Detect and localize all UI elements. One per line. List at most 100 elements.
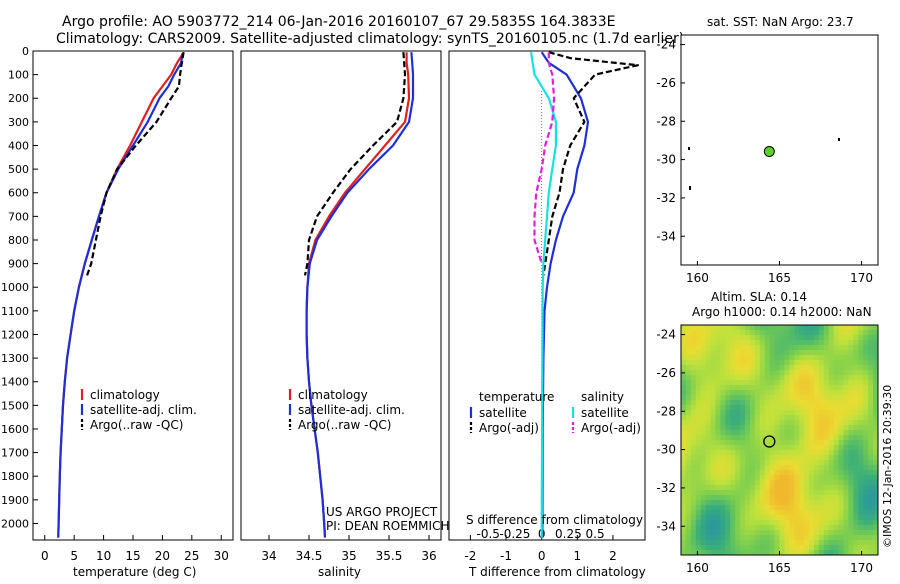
- sla-cell: [705, 335, 711, 341]
- sla-cell: [868, 345, 874, 351]
- sla-cell: [695, 380, 702, 386]
- sla-cell: [804, 490, 810, 496]
- sla-cell: [804, 470, 810, 476]
- sla-cell: [779, 420, 785, 426]
- sla-cell: [794, 345, 800, 351]
- sla-cell: [784, 410, 790, 416]
- sla-cell: [749, 510, 756, 516]
- sla-cell: [868, 510, 874, 516]
- sla-cell: [779, 345, 785, 351]
- sla-cell: [705, 435, 711, 441]
- sla-cell: [769, 420, 775, 426]
- sla-cell: [695, 385, 702, 391]
- sla-cell: [784, 545, 790, 551]
- sla-cell: [759, 430, 766, 436]
- sla-cell: [858, 505, 864, 511]
- sla-cell: [804, 340, 810, 346]
- sla-cell: [695, 515, 702, 521]
- sla-cell: [700, 500, 707, 506]
- sla-cell: [681, 425, 687, 431]
- sla-cell: [843, 500, 849, 506]
- sla-cell: [730, 485, 736, 491]
- sla-cell: [710, 530, 716, 536]
- sla-cell: [828, 405, 835, 411]
- sla-cell: [848, 480, 854, 486]
- sla-cell: [740, 370, 746, 376]
- depth-tick-label: 800: [8, 234, 29, 247]
- sla-cell: [818, 340, 825, 346]
- sla-cell: [745, 525, 751, 531]
- sla-cell: [794, 435, 800, 441]
- sla-cell: [745, 405, 751, 411]
- sla-cell: [715, 500, 721, 506]
- sla-cell: [735, 425, 741, 431]
- sla-cell: [809, 495, 815, 501]
- sla-cell: [715, 535, 721, 541]
- sla-cell: [769, 375, 775, 381]
- sla-cell: [715, 350, 721, 356]
- sla-cell: [710, 350, 716, 356]
- sla-cell: [735, 410, 741, 416]
- sla-cell: [863, 355, 869, 361]
- sla-cell: [873, 510, 879, 516]
- sla-cell: [779, 455, 785, 461]
- sla-cell: [873, 335, 879, 341]
- sla-cell: [749, 520, 756, 526]
- sst-map-panel: sat. SST: NaN Argo: 23.7 160 165 170-24-26…: [656, 15, 879, 285]
- sla-cell: [804, 440, 810, 446]
- sla-cell: [764, 445, 771, 451]
- sla-cell: [828, 505, 835, 511]
- sla-cell: [838, 345, 844, 351]
- sla-cell: [715, 390, 721, 396]
- sla-cell: [769, 525, 775, 531]
- sla-cell: [754, 420, 761, 426]
- sla-cell: [754, 505, 761, 511]
- s-difference-label: S difference from climatology: [466, 513, 643, 527]
- sla-cell: [754, 425, 761, 431]
- sla-cell: [789, 410, 795, 416]
- sla-cell: [833, 505, 839, 511]
- sla-cell: [749, 435, 756, 441]
- sla-cell: [715, 470, 721, 476]
- sla-cell: [784, 495, 790, 501]
- sla-cell: [799, 325, 805, 331]
- series-line: [303, 52, 407, 276]
- sla-cell: [863, 515, 869, 521]
- sla-cell: [759, 340, 766, 346]
- sla-cell: [695, 400, 702, 406]
- sla-cell: [848, 380, 854, 386]
- sla-cell: [809, 505, 815, 511]
- sla-cell: [705, 415, 711, 421]
- sla-cell: [848, 365, 854, 371]
- sla-cell: [725, 435, 731, 441]
- sla-cell: [725, 365, 731, 371]
- sla-cell: [735, 335, 741, 341]
- sla-cell: [813, 400, 820, 406]
- sla-cell: [764, 385, 771, 391]
- sla-cell: [685, 520, 692, 526]
- sla-cell: [685, 455, 692, 461]
- sla-cell: [853, 470, 859, 476]
- map-y-tick-label: -26: [656, 76, 676, 90]
- sla-cell: [858, 485, 864, 491]
- sla-cell: [858, 535, 864, 541]
- map-y-tick-label: -34: [656, 519, 676, 533]
- sla-cell: [735, 550, 741, 556]
- sla-cell: [799, 450, 805, 456]
- sla-cell: [863, 330, 869, 336]
- s-difference-tick-label: 0.5: [586, 527, 605, 541]
- sla-cell: [754, 460, 761, 466]
- sla-cell: [779, 430, 785, 436]
- sla-cell: [735, 405, 741, 411]
- sla-cell: [720, 535, 726, 541]
- sla-cell: [681, 380, 687, 386]
- sla-cell: [764, 435, 771, 441]
- sla-cell: [784, 360, 790, 366]
- sla-cell: [710, 435, 716, 441]
- sla-cell: [873, 485, 879, 491]
- sla-cell: [799, 425, 805, 431]
- sla-cell: [745, 495, 751, 501]
- map-x-tick-label: 170: [850, 271, 873, 285]
- sla-cell: [848, 425, 854, 431]
- sla-cell: [838, 410, 844, 416]
